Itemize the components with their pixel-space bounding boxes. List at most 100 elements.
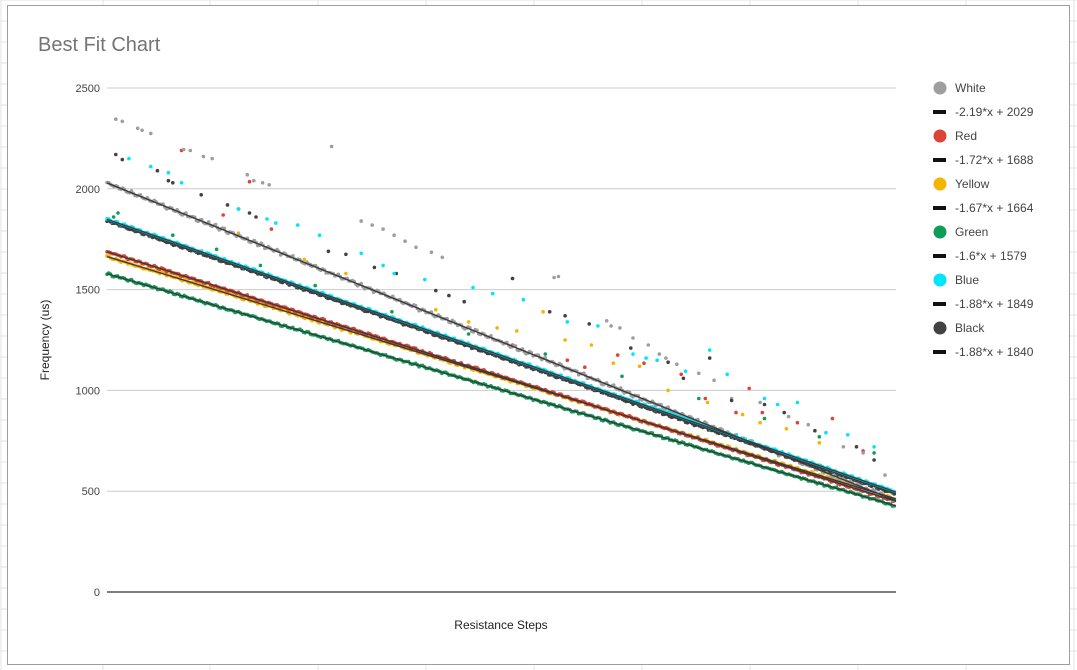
data-point bbox=[429, 250, 434, 255]
data-point bbox=[563, 338, 567, 342]
data-point bbox=[440, 255, 445, 260]
legend-label: -2.19*x + 2029 bbox=[955, 105, 1034, 119]
legend-item-white[interactable]: White bbox=[933, 81, 987, 95]
legend-line-marker bbox=[933, 158, 946, 162]
legend-marker bbox=[933, 81, 947, 95]
data-point bbox=[552, 275, 556, 280]
data-point bbox=[155, 168, 160, 173]
data-point bbox=[188, 148, 193, 153]
data-point bbox=[329, 144, 334, 149]
data-point bbox=[135, 126, 140, 131]
data-point bbox=[775, 402, 780, 407]
data-point bbox=[583, 365, 587, 370]
data-point bbox=[587, 322, 591, 326]
data-point bbox=[302, 257, 307, 262]
data-point bbox=[381, 227, 385, 231]
data-point bbox=[166, 178, 171, 183]
data-point bbox=[615, 353, 620, 357]
legend-label: -1.6*x + 1579 bbox=[955, 249, 1027, 263]
data-point bbox=[556, 274, 561, 279]
data-point bbox=[149, 131, 153, 136]
data-point bbox=[179, 181, 184, 185]
data-point bbox=[611, 361, 616, 366]
data-point bbox=[762, 396, 767, 401]
legend-label: Black bbox=[955, 321, 985, 335]
data-point bbox=[813, 428, 817, 433]
data-point bbox=[729, 398, 734, 403]
data-point bbox=[675, 362, 679, 367]
legend-label: -1.88*x + 1849 bbox=[955, 297, 1034, 311]
legend[interactable]: White -2.19*x + 2029 Red -1.72*x + 1688 Yell… bbox=[933, 81, 1034, 359]
data-point bbox=[221, 213, 225, 217]
data-point bbox=[245, 172, 250, 177]
legend-item-black[interactable]: Black bbox=[933, 321, 986, 335]
data-point bbox=[758, 420, 762, 425]
data-point bbox=[381, 263, 385, 268]
data-point bbox=[260, 181, 265, 185]
data-point bbox=[225, 203, 230, 207]
legend-label: Red bbox=[955, 129, 977, 143]
data-point bbox=[171, 181, 175, 185]
data-point bbox=[392, 271, 396, 276]
data-point bbox=[644, 356, 648, 360]
y-tick-label: 2500 bbox=[76, 83, 100, 95]
data-point bbox=[740, 412, 745, 417]
data-point bbox=[631, 352, 635, 356]
legend-label: -1.88*x + 1840 bbox=[955, 345, 1034, 359]
legend-item-trendline[interactable]: -1.67*x + 1664 bbox=[933, 201, 1034, 215]
legend-item-yellow[interactable]: Yellow bbox=[933, 177, 990, 191]
data-point bbox=[471, 285, 475, 290]
trend-line-black bbox=[106, 220, 897, 495]
legend-label: -1.67*x + 1664 bbox=[955, 201, 1034, 215]
chart-title: Best Fit Chart bbox=[38, 34, 161, 56]
data-point bbox=[414, 245, 418, 250]
data-point bbox=[326, 249, 331, 254]
legend-item-red[interactable]: Red bbox=[933, 129, 978, 143]
legend-item-trendline[interactable]: -1.88*x + 1840 bbox=[933, 345, 1034, 359]
data-point bbox=[565, 320, 570, 324]
data-point bbox=[655, 358, 659, 363]
legend-label: Blue bbox=[955, 273, 979, 287]
data-point bbox=[114, 117, 118, 121]
data-point bbox=[760, 410, 765, 415]
data-point bbox=[269, 227, 274, 231]
legend-item-trendline[interactable]: -2.19*x + 2029 bbox=[933, 105, 1034, 119]
legend-item-blue[interactable]: Blue bbox=[933, 273, 980, 287]
data-point bbox=[252, 178, 256, 183]
data-point bbox=[181, 147, 186, 152]
y-tick-label: 1500 bbox=[76, 285, 100, 297]
legend-item-trendline[interactable]: -1.6*x + 1579 bbox=[933, 249, 1027, 263]
data-point bbox=[166, 170, 171, 175]
data-point bbox=[120, 157, 125, 162]
data-point bbox=[596, 324, 600, 328]
data-point bbox=[589, 343, 594, 347]
legend-line-marker bbox=[933, 206, 946, 210]
data-point bbox=[127, 156, 131, 161]
legend-label: Green bbox=[955, 225, 988, 239]
data-point bbox=[149, 164, 153, 169]
data-point bbox=[490, 291, 495, 296]
legend-marker bbox=[933, 321, 947, 335]
legend-item-green[interactable]: Green bbox=[933, 225, 989, 239]
data-point bbox=[861, 451, 865, 455]
trend-lines bbox=[106, 182, 897, 507]
data-point bbox=[267, 183, 272, 187]
trend-line-yellow bbox=[106, 255, 897, 500]
trend-line-red bbox=[106, 251, 897, 503]
y-tick-label: 500 bbox=[82, 486, 100, 498]
data-point bbox=[703, 396, 708, 401]
y-axis-title: Frequency (us) bbox=[38, 300, 52, 381]
data-point bbox=[247, 211, 252, 215]
data-point bbox=[683, 369, 688, 374]
legend-item-trendline[interactable]: -1.88*x + 1849 bbox=[933, 297, 1034, 311]
data-point bbox=[510, 276, 515, 281]
data-point bbox=[372, 265, 377, 270]
data-point bbox=[872, 451, 876, 455]
legend-item-trendline[interactable]: -1.72*x + 1688 bbox=[933, 153, 1034, 167]
data-point bbox=[697, 396, 701, 401]
chart-card[interactable]: Best Fit Chart bbox=[7, 5, 1070, 665]
legend-marker bbox=[933, 177, 947, 191]
data-point bbox=[817, 435, 822, 439]
data-point bbox=[664, 356, 668, 360]
